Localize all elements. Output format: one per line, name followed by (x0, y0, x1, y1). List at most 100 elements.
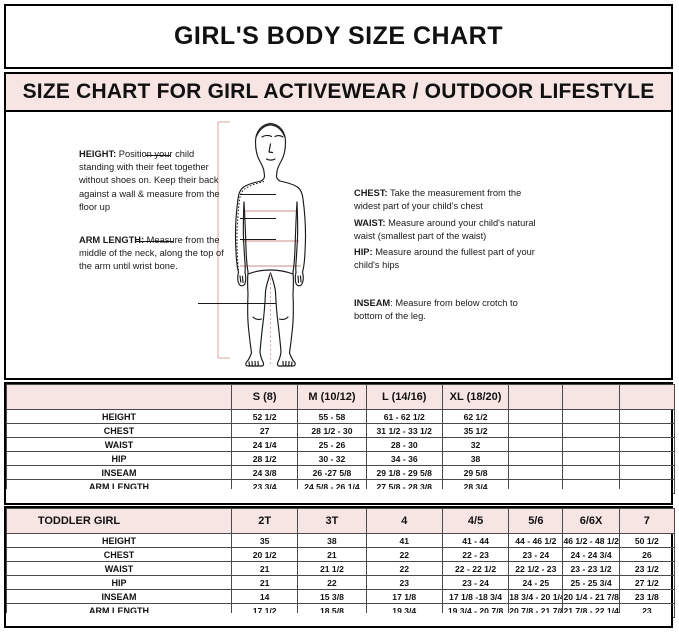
toddler-cell-waist-5-6: 22 1/2 - 23 (508, 561, 564, 576)
measure-lines (240, 210, 301, 267)
toddler-header-col-3: 4 (365, 508, 443, 534)
annotation-chest: CHEST: Take the measurement from the wid… (354, 187, 544, 213)
leader-line-waist (240, 218, 276, 219)
girls-cell-height-xl: 62 1/2 (441, 409, 510, 424)
toddler-row-label-chest: CHEST (6, 547, 232, 562)
table-row: HIP 28 1/2 30 - 32 34 - 36 38 (6, 451, 676, 466)
girls-cell-hip-s: 28 1/2 (230, 451, 299, 466)
toddler-cell-chest-4-5: 22 - 23 (441, 547, 510, 562)
toddler-cell-height-4-5: 41 - 44 (441, 533, 510, 548)
toddler-header-col-5: 5/6 (508, 508, 564, 534)
girls-cell-inseam-x6 (562, 465, 620, 480)
annotation-chest-label: CHEST: (354, 188, 388, 198)
girls-header-col-7 (618, 384, 676, 410)
toddler-cell-chest-5-6: 23 - 24 (508, 547, 564, 562)
table-row: INSEAM 14 15 3/8 17 1/8 17 1/8 -18 3/4 1… (6, 589, 676, 604)
girls-cell-inseam-l: 29 1/8 - 29 5/8 (365, 465, 443, 480)
toddler-cell-height-5-6: 44 - 46 1/2 (508, 533, 564, 548)
toddler-cell-chest-2t: 20 1/2 (230, 547, 299, 562)
toddler-cell-inseam-2t: 14 (230, 589, 299, 604)
table-row: CHEST 20 1/2 21 22 22 - 23 23 - 24 24 - … (6, 547, 676, 562)
girls-cell-inseam-s: 24 3/8 (230, 465, 299, 480)
girls-cell-hip-x6 (562, 451, 620, 466)
girls-cell-height-s: 52 1/2 (230, 409, 299, 424)
leader-line-chest (240, 194, 276, 195)
arm-length-path (236, 181, 265, 271)
toddler-cell-hip-6-6x: 25 - 25 3/4 (562, 575, 620, 590)
chart-title-box: GIRL'S BODY SIZE CHART (4, 4, 673, 69)
toddler-cell-waist-4-5: 22 - 22 1/2 (441, 561, 510, 576)
toddler-cell-waist-2t: 21 (230, 561, 299, 576)
annotation-chest-text: Take the measurement from the widest par… (354, 188, 522, 212)
girls-cell-waist-x6 (562, 437, 620, 452)
toddler-cell-hip-5-6: 24 - 25 (508, 575, 564, 590)
leader-line-inseam (198, 303, 276, 304)
girls-cell-inseam-m: 26 -27 5/8 (297, 465, 367, 480)
girls-header-col-1: S (8) (230, 384, 299, 410)
table-row: HIP 21 22 23 23 - 24 24 - 25 25 - 25 3/4… (6, 575, 676, 590)
annotation-arm-length-text: Measure from the middle of the neck, alo… (79, 235, 224, 272)
toddler-cell-waist-7: 23 1/2 (618, 561, 676, 576)
girls-cell-hip-x5 (508, 451, 564, 466)
toddler-cell-inseam-7: 23 1/8 (618, 589, 676, 604)
girls-cell-height-x7 (618, 409, 676, 424)
girls-cell-height-x5 (508, 409, 564, 424)
girls-cell-chest-m: 28 1/2 - 30 (297, 423, 367, 438)
girls-header-col-5 (508, 384, 564, 410)
girls-cell-inseam-x7 (618, 465, 676, 480)
toddler-cell-inseam-4: 17 1/8 (365, 589, 443, 604)
toddler-header-col-2: 3T (297, 508, 367, 534)
table-row: CHEST 27 28 1/2 - 30 31 1/2 - 33 1/2 35 … (6, 423, 676, 438)
annotation-height-label: HEIGHT: (79, 149, 117, 159)
girls-cell-chest-s: 27 (230, 423, 299, 438)
table-row: INSEAM 24 3/8 26 -27 5/8 29 1/8 - 29 5/8… (6, 465, 676, 480)
girls-cell-hip-x7 (618, 451, 676, 466)
height-bracket-icon (217, 121, 230, 359)
annotation-hip-label: HIP: (354, 247, 373, 257)
annotation-arm-length: ARM LENGTH: Measure from the middle of t… (79, 234, 229, 274)
annotation-inseam: INSEAM: Measure from below crotch to bot… (354, 297, 544, 323)
toddler-cell-hip-4-5: 23 - 24 (441, 575, 510, 590)
girls-cell-inseam-xl: 29 5/8 (441, 465, 510, 480)
body-illustration-svg (217, 121, 307, 367)
girls-cell-waist-x7 (618, 437, 676, 452)
girls-cell-chest-xl: 35 1/2 (441, 423, 510, 438)
annotation-inseam-text: : Measure from below crotch to bottom of… (354, 298, 518, 322)
girls-size-table: S (8) M (10/12) L (14/16) XL (18/20) HEI… (6, 384, 676, 494)
toddler-cell-inseam-3t: 15 3/8 (297, 589, 367, 604)
toddler-cell-inseam-4-5: 17 1/8 -18 3/4 (441, 589, 510, 604)
toddler-cell-hip-4: 23 (365, 575, 443, 590)
girls-cell-chest-x5 (508, 423, 564, 438)
girls-row-label-hip: HIP (6, 451, 232, 466)
girls-cell-chest-x7 (618, 423, 676, 438)
annotation-hip: HIP: Measure around the fullest part of … (354, 246, 544, 272)
girls-cell-height-l: 61 - 62 1/2 (365, 409, 443, 424)
girls-cell-waist-s: 24 1/4 (230, 437, 299, 452)
girls-header-col-6 (562, 384, 620, 410)
annotation-hip-text: Measure around the fullest part of your … (354, 247, 535, 271)
toddler-cell-height-3t: 38 (297, 533, 367, 548)
toddler-header-col-4: 4/5 (441, 508, 510, 534)
annotation-waist-text: Measure around your child's natural wais… (354, 218, 536, 242)
toddler-row-label-inseam: INSEAM (6, 589, 232, 604)
annotation-waist-label: WAIST: (354, 218, 386, 228)
girls-header-col-0 (6, 384, 232, 410)
toddler-cell-chest-3t: 21 (297, 547, 367, 562)
girls-cell-inseam-x5 (508, 465, 564, 480)
toddler-cell-height-7: 50 1/2 (618, 533, 676, 548)
toddler-cell-chest-4: 22 (365, 547, 443, 562)
girls-cell-waist-xl: 32 (441, 437, 510, 452)
toddler-header-col-6: 6/6X (562, 508, 620, 534)
leader-line-hip (240, 239, 276, 240)
toddler-table-header-row: TODDLER GIRL 2T 3T 4 4/5 5/6 6/6X 7 (6, 508, 676, 534)
toddler-size-table-wrapper: TODDLER GIRL 2T 3T 4 4/5 5/6 6/6X 7 HEIG… (4, 506, 676, 620)
table-row: HEIGHT 52 1/2 55 - 58 61 - 62 1/2 62 1/2 (6, 409, 676, 424)
girls-cell-hip-m: 30 - 32 (297, 451, 367, 466)
toddler-size-table: TODDLER GIRL 2T 3T 4 4/5 5/6 6/6X 7 HEIG… (6, 508, 676, 618)
table-row: WAIST 24 1/4 25 - 26 28 - 30 32 (6, 437, 676, 452)
annotation-waist: WAIST: Measure around your child's natur… (354, 217, 544, 243)
toddler-cell-inseam-5-6: 18 3/4 - 20 1/4 (508, 589, 564, 604)
girls-cell-height-x6 (562, 409, 620, 424)
toddler-row-label-hip: HIP (6, 575, 232, 590)
